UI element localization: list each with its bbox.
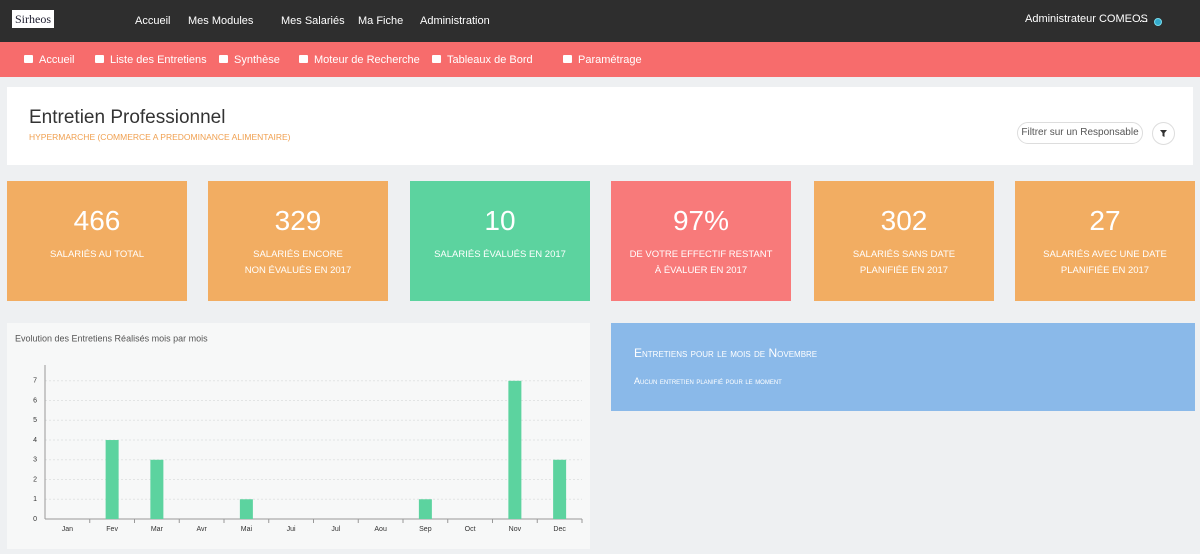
top-bar: Sirheos Accueil Mes Modules Mes Salariés Ma… <box>0 0 1200 42</box>
sub-nav: Accueil Liste des Entretiens Synthèse Moteu… <box>0 42 1200 77</box>
sub-nav-item[interactable]: Synthèse <box>219 54 280 66</box>
bar <box>418 499 432 519</box>
sub-nav-label[interactable]: Paramétrage <box>578 54 642 66</box>
sub-nav-label[interactable]: Synthèse <box>234 54 280 66</box>
x-tick-label: Mai <box>241 526 253 533</box>
tile-value: 302 <box>880 205 928 236</box>
sub-nav-item[interactable]: Accueil <box>24 54 74 66</box>
x-tick-label: Aou <box>374 526 387 533</box>
chart: Evolution des Entretiens Réalisés mois p… <box>15 333 583 533</box>
logo[interactable]: Sirheos <box>12 10 54 28</box>
tile-label-line: DE VOTRE EFFECTIF RESTANT <box>629 249 773 260</box>
x-tick-label: Dec <box>553 526 566 533</box>
tile: 466 SALARIÉS AU TOTAL <box>7 181 187 301</box>
menu-item[interactable]: Mes Salariés <box>281 15 345 27</box>
x-tick-label: Oct <box>465 526 476 533</box>
tile-label-line: PLANIFIÉE EN 2017 <box>859 265 949 276</box>
bar <box>150 459 164 519</box>
x-tick-label: Avr <box>196 526 207 533</box>
tile: 329 SALARIÉS ENCORE NON ÉVALUÉS EN 2017 <box>208 181 388 301</box>
y-tick-label: 0 <box>33 516 37 523</box>
info-title: Entretiens pour le mois de Novembre <box>634 346 818 360</box>
tile: 302 SALARIÉS SANS DATE PLANIFIÉE EN 2017 <box>814 181 994 301</box>
sub-nav-label[interactable]: Tableaux de Bord <box>447 54 533 66</box>
x-tick-label: Sep <box>419 526 432 533</box>
x-tick-label: Jan <box>62 526 73 533</box>
icon <box>95 55 104 63</box>
tile-value: 10 <box>484 205 516 236</box>
y-tick-label: 2 <box>33 476 37 483</box>
y-tick-label: 6 <box>33 397 37 404</box>
sub-nav-label[interactable]: Accueil <box>39 54 75 66</box>
tile-label-line: SALARIÉS AVEC UNE DATE <box>1043 249 1167 260</box>
sub-nav-label[interactable]: Moteur de Recherche <box>314 54 420 66</box>
sub-nav-item[interactable]: Paramétrage <box>563 54 642 66</box>
tile-value: 329 <box>274 205 322 236</box>
tile: 10 SALARIÉS ÉVALUÉS EN 2017 <box>410 181 590 301</box>
menu-item[interactable]: Administration <box>420 15 490 27</box>
tile-value: 466 <box>73 205 121 236</box>
user-extra[interactable]: ... <box>1139 13 1149 25</box>
header: Entretien Professionnel HYPERMARCHE (COM… <box>7 87 1193 165</box>
info-panel: Entretiens pour le mois de Novembre Aucu… <box>611 323 1195 411</box>
x-tick-label: Jui <box>287 526 296 533</box>
tile-label-line: SALARIÉS SANS DATE <box>852 249 956 260</box>
chart-title: Evolution des Entretiens Réalisés mois p… <box>15 333 208 343</box>
tile-label: SALARIÉS AVEC UNE DATE PLANIFIÉE EN 2017 <box>1015 247 1195 279</box>
tile: 97% DE VOTRE EFFECTIF RESTANT À ÉVALUER EN… <box>611 181 791 301</box>
y-tick-label: 1 <box>33 496 37 503</box>
x-tick-label: Fev <box>106 526 118 533</box>
tile-label-line: À ÉVALUER EN 2017 <box>654 265 748 276</box>
tile-label: SALARIÉS ÉVALUÉS EN 2017 <box>410 247 590 263</box>
menu-item[interactable]: Accueil <box>135 15 171 27</box>
sub-nav-item[interactable]: Moteur de Recherche <box>299 54 420 66</box>
sub-nav-item[interactable]: Liste des Entretiens <box>95 54 207 66</box>
tile: 27 SALARIÉS AVEC UNE DATE PLANIFIÉE EN 201… <box>1015 181 1195 301</box>
y-tick-label: 3 <box>33 457 37 464</box>
tile-label: DE VOTRE EFFECTIF RESTANT À ÉVALUER EN 20… <box>611 247 791 279</box>
page-title: Entretien Professionnel <box>29 107 226 128</box>
bar <box>239 499 253 519</box>
sub-nav-item[interactable]: Tableaux de Bord <box>432 54 533 66</box>
bar <box>105 440 119 519</box>
y-tick-label: 5 <box>33 417 37 424</box>
filter-button[interactable]: Filtrer sur un Responsable <box>1017 122 1143 144</box>
user-name[interactable]: Administrateur COMEOS <box>1025 13 1148 25</box>
tile-label-line: NON ÉVALUÉS EN 2017 <box>244 265 352 276</box>
tile-label-line: SALARIÉS ÉVALUÉS EN 2017 <box>434 249 566 260</box>
bar <box>508 380 522 519</box>
icon <box>24 55 33 63</box>
tile-label-line: SALARIÉS AU TOTAL <box>50 249 144 260</box>
y-tick-label: 7 <box>33 378 37 385</box>
icon <box>563 55 572 63</box>
info-text: Aucun entretien planifié pour le moment <box>634 376 782 386</box>
tile-label: SALARIÉS AU TOTAL <box>7 247 187 263</box>
tile-label-line: PLANIFIÉE EN 2017 <box>1060 265 1150 276</box>
icon <box>432 55 441 63</box>
page-subtitle: HYPERMARCHE (COMMERCE A PREDOMINANCE ALI… <box>29 132 291 142</box>
tile-value: 27 <box>1089 205 1121 236</box>
icon <box>299 55 308 63</box>
sub-nav-label[interactable]: Liste des Entretiens <box>110 54 207 66</box>
x-tick-label: Mar <box>151 526 164 533</box>
bar <box>553 459 567 519</box>
x-tick-label: Nov <box>509 526 522 533</box>
menu-item[interactable]: Ma Fiche <box>358 15 404 27</box>
status-dot[interactable] <box>1154 18 1162 26</box>
menu-item[interactable]: Mes Modules <box>188 15 254 27</box>
tile-label-line: SALARIÉS ENCORE <box>253 249 343 260</box>
tile-label: SALARIÉS SANS DATE PLANIFIÉE EN 2017 <box>814 247 994 279</box>
filter-icon-button[interactable] <box>1152 122 1175 145</box>
icon <box>219 55 228 63</box>
tile-value: 97% <box>672 205 730 236</box>
filter-icon <box>1160 130 1167 137</box>
chart-panel: Evolution des Entretiens Réalisés mois p… <box>7 323 590 549</box>
x-tick-label: Jul <box>331 526 340 533</box>
y-tick-label: 4 <box>33 437 37 444</box>
tile-label: SALARIÉS ENCORE NON ÉVALUÉS EN 2017 <box>208 247 388 279</box>
